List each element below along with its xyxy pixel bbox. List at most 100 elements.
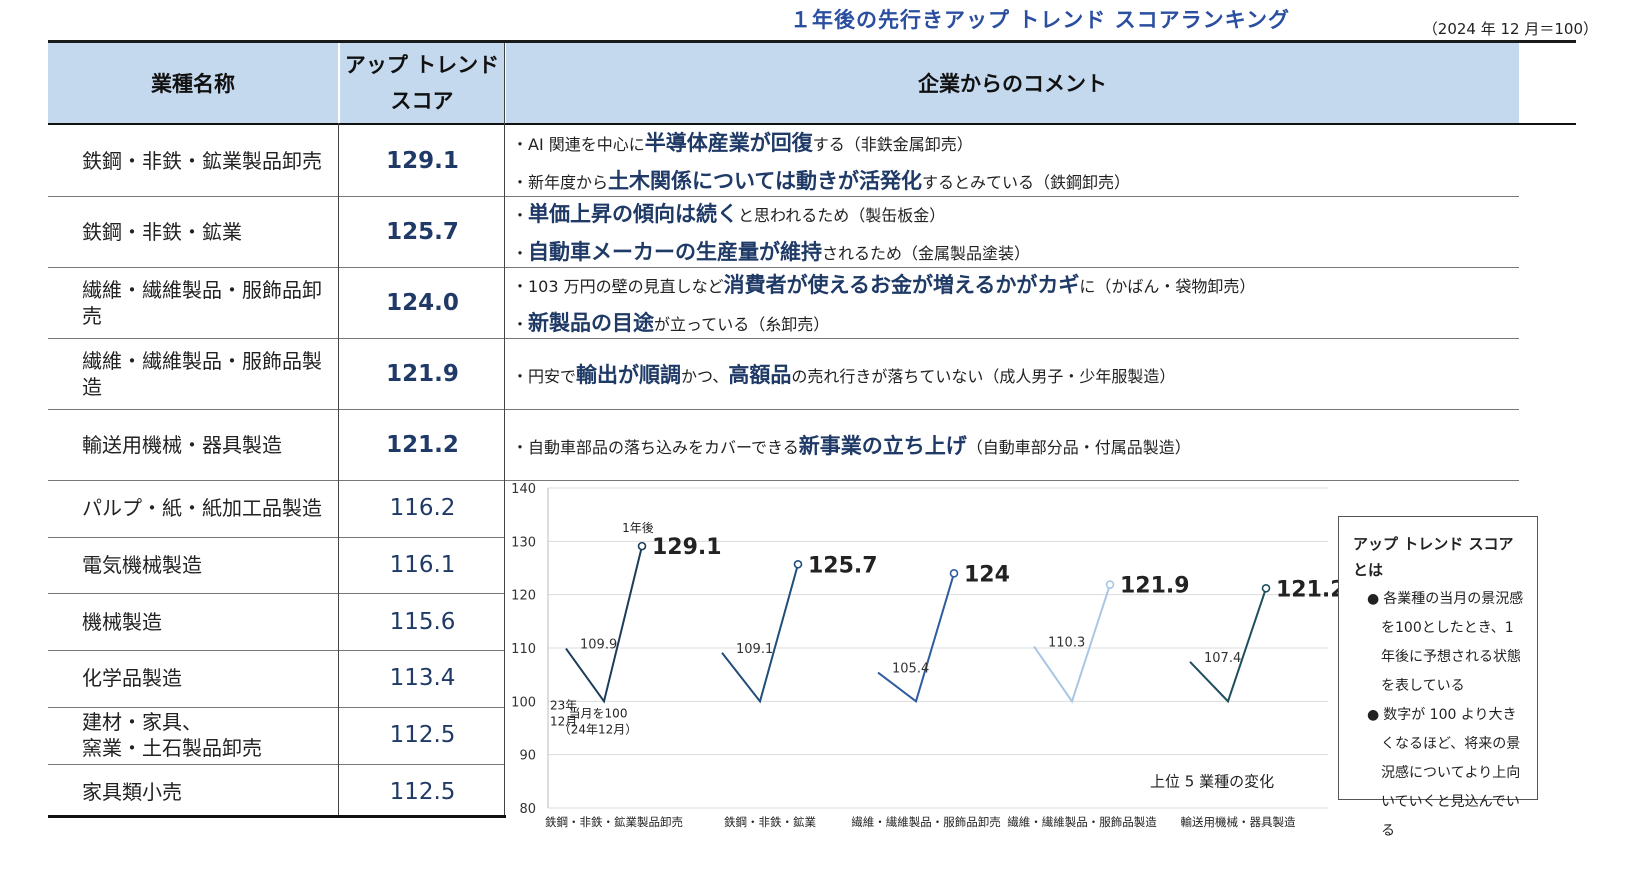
row-divider — [48, 338, 1519, 339]
comment-highlight: 新製品の目途 — [528, 310, 655, 335]
header-rule — [48, 123, 1576, 125]
comment-line: ・新年度から土木関係については動きが活発化するとみている（鉄鋼卸売） — [512, 165, 1562, 195]
header-score: アップ トレンド スコア — [340, 43, 504, 123]
comment-text: に（かばん・袋物卸売） — [1079, 276, 1256, 296]
industry-name: 電気機械製造 — [82, 553, 202, 578]
definition-item: 数字が 100 より大きくなるほど、将来の景況感についてより上向いていくと見込ん… — [1353, 701, 1527, 846]
x-category-label: 鉄鋼・非鉄・鉱業製品卸売 — [545, 815, 683, 829]
x-category-label: 鉄鋼・非鉄・鉱業 — [724, 815, 816, 829]
column-divider — [338, 123, 339, 815]
end-point-marker — [949, 569, 959, 578]
series-line — [565, 545, 643, 704]
series-line — [877, 573, 955, 704]
x-category-label: 輸送用機械・器具製造 — [1181, 815, 1296, 829]
comment-highlight: 単価上昇の傾向は続く — [528, 201, 739, 226]
comment-text: ・円安で — [512, 366, 577, 386]
comment-text: ・AI 関連を中心に — [512, 134, 645, 154]
point-label-mid-line: （24年12月） — [559, 722, 638, 736]
start-value-label: 109.9 — [580, 638, 617, 653]
trend-line-chart: 80 90 100 110 120 130 140 109.9 129.1 鉄鋼・非鉄・鉱業製品卸… — [511, 482, 1346, 829]
comment-highlight: 半導体産業が回復 — [644, 130, 813, 155]
comment-text: ・ — [512, 314, 529, 334]
industry-name: 繊維・繊維製品・服飾品卸売 — [82, 277, 322, 328]
comment-line: ・AI 関連を中心に半導体産業が回復する（非鉄金属卸売） — [512, 127, 1562, 157]
comment-highlight: 高額品 — [728, 362, 792, 387]
start-value-label: 109.1 — [736, 642, 773, 657]
end-point-marker — [1261, 583, 1271, 593]
row-divider — [48, 536, 505, 538]
comment-cell: ・AI 関連を中心に半導体産業が回復する（非鉄金属卸売） ・新年度から土木関係につ… — [512, 125, 1562, 196]
comment-text: するとみている（鉄鋼卸売） — [921, 172, 1130, 192]
comment-highlight: 土木関係については動きが活発化 — [608, 168, 922, 193]
series-line — [1189, 587, 1267, 704]
comment-text: ・ — [512, 243, 529, 263]
table-bottom-rule — [48, 815, 506, 818]
comment-text: と思われるため（製缶板金） — [738, 205, 946, 225]
series-line — [721, 563, 799, 704]
score-value: 112.5 — [389, 722, 456, 749]
comment-line: ・単価上昇の傾向は続くと思われるため（製缶板金） — [512, 198, 1562, 228]
y-tick-label: 90 — [519, 749, 536, 764]
industry-name: 化学品製造 — [82, 666, 182, 691]
industry-name: 繊維・繊維製品・服飾品製造 — [82, 348, 322, 399]
point-label-start-line: 23年 — [550, 698, 577, 712]
industry-name: 機械製造 — [82, 609, 162, 634]
comment-text: が立っている（糸卸売） — [654, 314, 830, 334]
row-divider — [48, 706, 505, 708]
end-point-marker — [1105, 580, 1115, 589]
end-value-label: 125.7 — [808, 553, 878, 578]
comment-text: ・ — [512, 205, 529, 225]
row-divider — [48, 196, 1519, 197]
comment-text: （自動車部分品・付属品製造） — [966, 437, 1191, 457]
y-tick-label: 130 — [511, 535, 536, 550]
industry-name: 家具類小売 — [82, 779, 182, 804]
base-note: （2024 年 12 月＝100） — [1422, 20, 1598, 38]
comment-text: ・新年度から — [512, 172, 609, 192]
end-value-label: 124 — [964, 562, 1010, 587]
score-value: 121.9 — [386, 360, 459, 387]
comment-line: ・自動車部品の落ち込みをカバーできる新事業の立ち上げ（自動車部分品・付属品製造） — [512, 430, 1562, 460]
comment-cell: ・単価上昇の傾向は続くと思われるため（製缶板金） ・自動車メーカーの生産量が維持さ… — [512, 196, 1562, 267]
start-value-label: 105.4 — [892, 662, 929, 677]
industry-name: 建材・家具、 窯業・土石製品卸売 — [82, 710, 262, 761]
end-value-label: 121.9 — [1120, 574, 1190, 599]
row-divider — [48, 409, 1519, 410]
score-value: 125.7 — [386, 218, 459, 245]
page-title: １年後の先行きアップ トレンド スコアランキング — [790, 8, 1290, 32]
point-label-start: 23年 12月 — [550, 698, 577, 728]
definition-title: アップ トレンド スコアとは — [1353, 535, 1514, 579]
comment-highlight: 新事業の立ち上げ — [798, 433, 967, 458]
comment-text: ・103 万円の壁の見直しなど — [512, 276, 724, 296]
score-value: 116.2 — [389, 495, 456, 522]
y-tick-label: 100 — [511, 695, 536, 710]
x-category-label: 繊維・繊維製品・服飾品卸売 — [851, 815, 1001, 829]
comment-text: ・自動車部品の落ち込みをカバーできる — [512, 437, 799, 457]
row-divider — [48, 267, 1519, 268]
comment-line: ・自動車メーカーの生産量が維持されるため（金属製品塗装） — [512, 236, 1562, 266]
series-line — [1033, 584, 1111, 704]
chart-annotation: 上位 5 業種の変化 — [1150, 773, 1274, 791]
score-value: 112.5 — [389, 778, 456, 805]
y-tick-label: 80 — [519, 802, 536, 817]
point-label-mid-line: 当月を100 — [569, 706, 628, 720]
industry-name: パルプ・紙・紙加工品製造 — [82, 496, 322, 521]
y-tick-label: 140 — [511, 482, 536, 497]
header-comment: 企業からのコメント — [506, 43, 1519, 123]
comment-cell: ・自動車部品の落ち込みをカバーできる新事業の立ち上げ（自動車部分品・付属品製造） — [512, 409, 1562, 480]
point-label-start-line: 12月 — [550, 714, 577, 728]
row-divider — [48, 593, 505, 595]
definition-item: 各業種の当月の景況感を100としたとき、1 年後に予想される状態を表している — [1353, 585, 1527, 701]
comment-highlight: 輸出が順調 — [576, 362, 682, 387]
y-tick-label: 110 — [511, 642, 536, 657]
row-divider — [48, 650, 505, 652]
score-value: 116.1 — [389, 552, 456, 579]
end-point-marker — [637, 541, 647, 551]
comment-text: されるため（金属製品塗装） — [822, 243, 1031, 263]
end-value-label: 121.2 — [1276, 577, 1346, 602]
row-divider — [48, 763, 505, 765]
score-value: 124.0 — [386, 289, 459, 316]
comment-text: する（非鉄金属卸売） — [812, 134, 973, 154]
table-top-rule — [48, 40, 1576, 43]
y-tick-label: 120 — [511, 589, 536, 604]
x-category-label: 繊維・繊維製品・服飾品製造 — [1007, 815, 1157, 829]
